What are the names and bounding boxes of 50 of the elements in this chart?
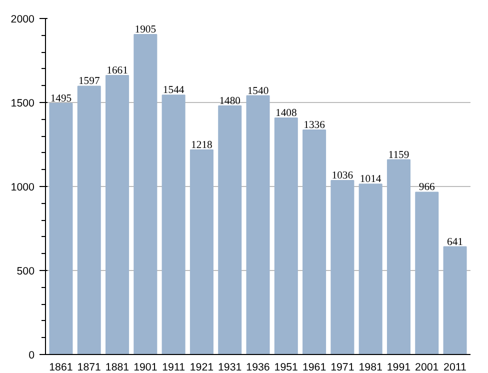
- bar: [134, 34, 158, 354]
- data-label: 1495: [50, 93, 72, 104]
- bar: [218, 105, 242, 354]
- x-tick-label: 1961: [302, 362, 326, 373]
- data-label: 1218: [191, 140, 212, 151]
- data-label: 1661: [106, 65, 128, 76]
- data-label: 641: [447, 236, 464, 248]
- x-tick-label: 1881: [105, 362, 130, 373]
- bar: [246, 95, 270, 354]
- y-tick-label: 500: [16, 266, 35, 278]
- bar: [443, 246, 467, 354]
- x-tick-label: 1931: [218, 362, 242, 373]
- data-label: 1544: [162, 85, 185, 96]
- x-tick-label: 1951: [274, 362, 298, 373]
- x-tick-label: 1971: [330, 362, 354, 373]
- bar: [190, 149, 214, 354]
- y-tick-label: 1000: [10, 182, 35, 194]
- x-tick-label: 1981: [358, 362, 383, 373]
- data-label: 1597: [78, 76, 100, 88]
- x-tick-label: 1991: [386, 362, 411, 373]
- y-tick-label: 0: [28, 350, 35, 362]
- bar: [162, 94, 186, 354]
- bar: [415, 192, 439, 354]
- x-tick-label: 1901: [134, 362, 158, 373]
- bar: [49, 102, 73, 354]
- data-label: 1540: [247, 86, 269, 97]
- x-tick-label: 1936: [246, 362, 270, 373]
- y-tick-label: 2000: [10, 14, 35, 26]
- bar: [77, 86, 101, 354]
- data-label: 1036: [332, 170, 354, 182]
- x-tick-label: 1911: [162, 362, 186, 373]
- data-label: 1905: [134, 24, 156, 36]
- bar: [302, 130, 326, 354]
- bar: [358, 184, 382, 354]
- bar: [274, 117, 298, 354]
- x-tick-label: 1861: [49, 362, 73, 373]
- bar: [106, 74, 130, 354]
- data-label: 1336: [304, 120, 326, 132]
- x-tick-label: 1871: [77, 362, 102, 373]
- x-tick-label: 1921: [190, 362, 214, 373]
- x-tick-label: 2011: [444, 362, 467, 373]
- data-label: 966: [418, 182, 436, 194]
- data-label: 1159: [388, 150, 410, 161]
- bar: [330, 180, 354, 354]
- y-tick-label: 1500: [10, 98, 35, 110]
- x-tick-label: 2001: [415, 362, 439, 373]
- data-label: 1408: [275, 108, 297, 119]
- bar: [386, 159, 410, 354]
- data-label: 1014: [360, 174, 382, 186]
- data-label: 1480: [219, 96, 241, 107]
